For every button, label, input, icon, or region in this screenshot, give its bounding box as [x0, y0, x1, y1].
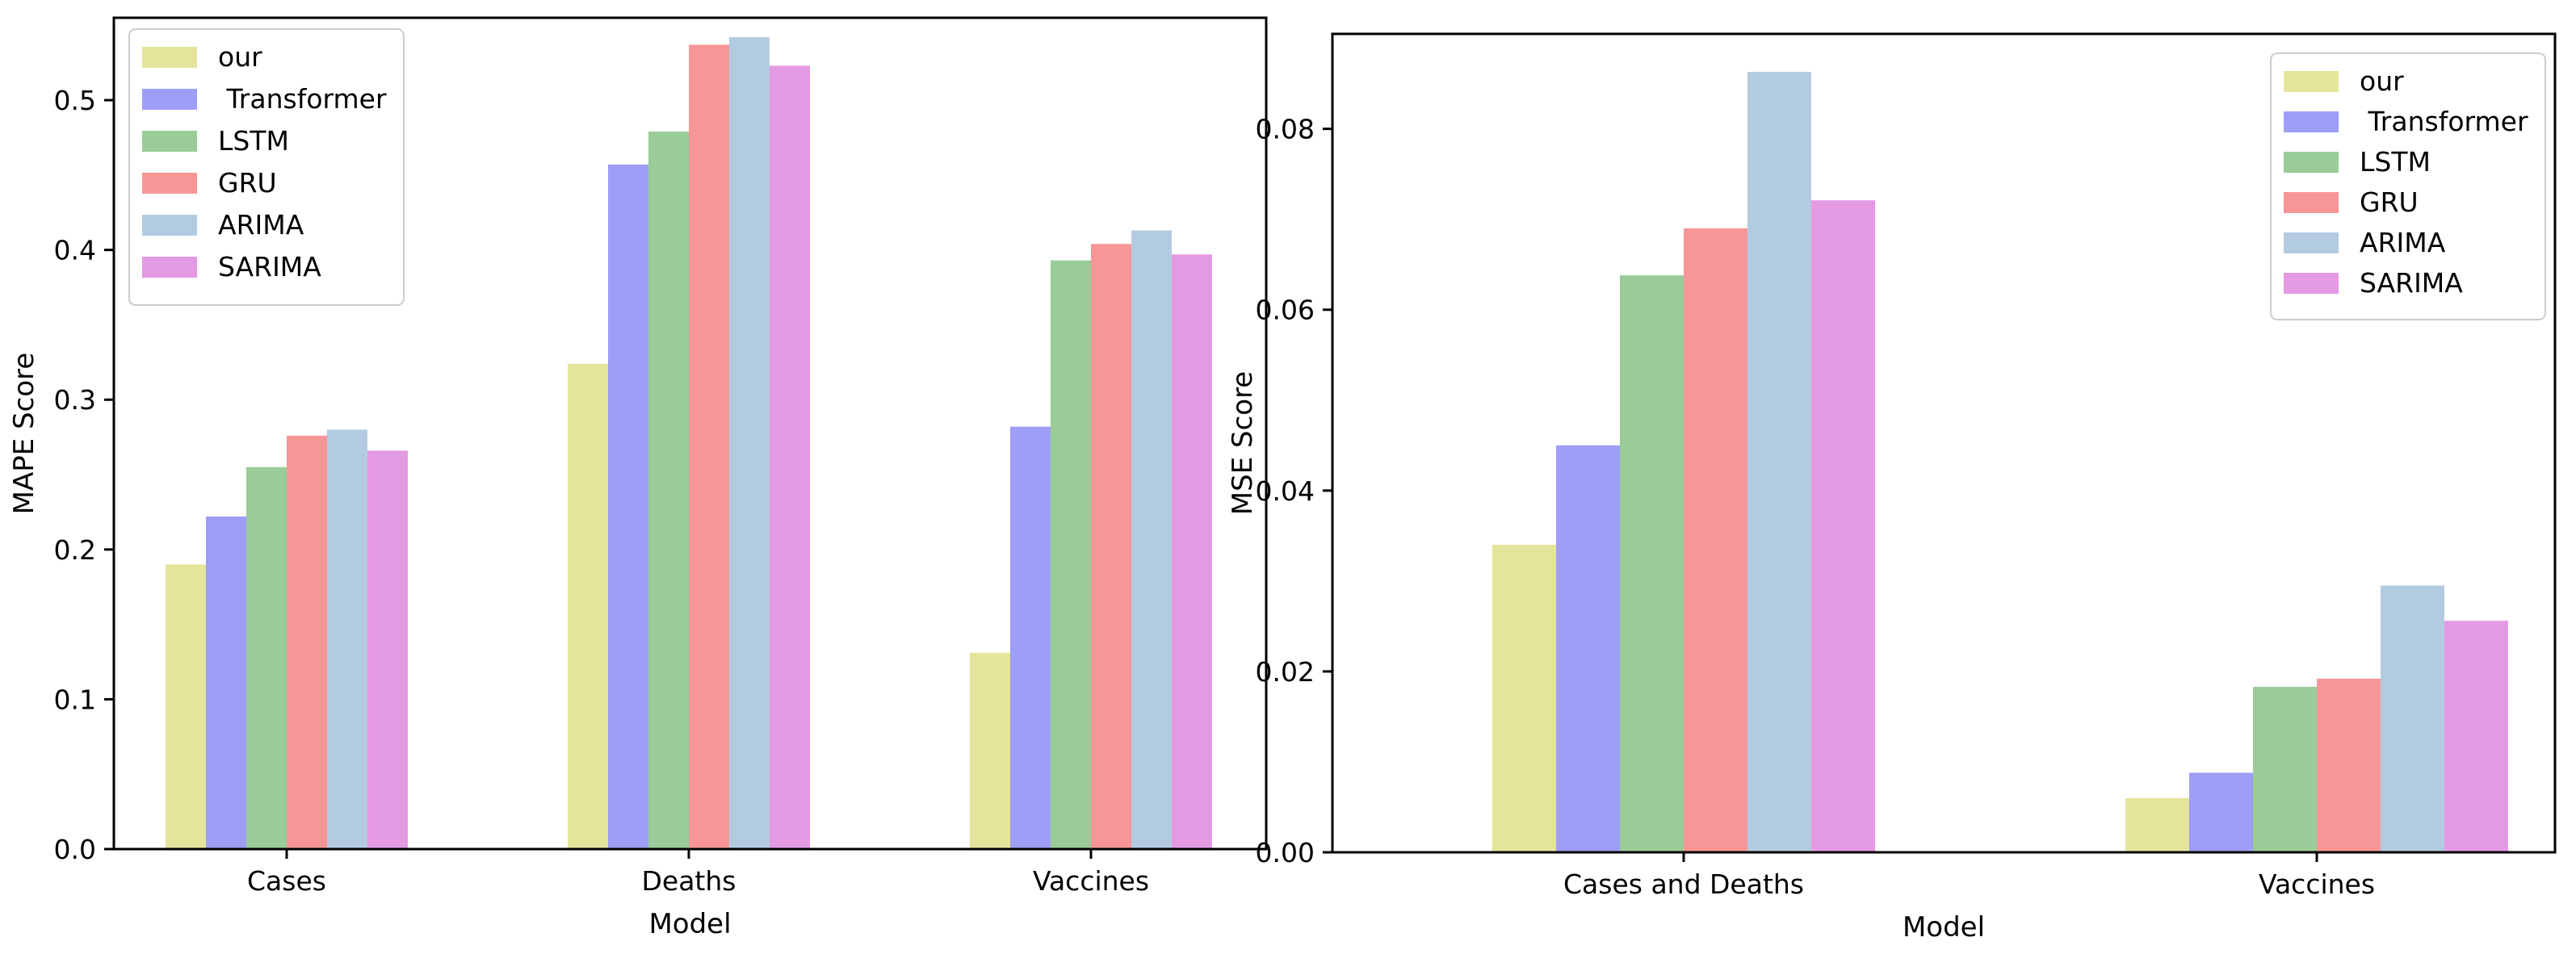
legend-label-arima: ARIMA: [2360, 227, 2446, 258]
y-tick-label: 0.2: [54, 534, 96, 566]
x-tick-label: Vaccines: [1033, 865, 1149, 897]
bar-gru-deaths: [689, 44, 729, 850]
bar-our-deaths: [568, 363, 608, 849]
bar-lstm-deaths: [648, 132, 689, 849]
legend-swatch-transformer: [2284, 111, 2339, 132]
bar-lstm-vaccines: [1051, 260, 1091, 849]
bar-sarima-deaths: [770, 65, 810, 849]
y-tick-label: 0.4: [54, 235, 96, 266]
bar-sarima-vaccines: [2444, 621, 2508, 852]
y-axis-label: MAPE Score: [8, 353, 40, 515]
bar-our-vaccines: [970, 652, 1010, 849]
bar-our-cases: [166, 564, 206, 849]
bar-our-cases-and-deaths: [1492, 545, 1556, 852]
bar-sarima-cases-and-deaths: [1811, 200, 1875, 853]
bar-arima-vaccines: [2381, 585, 2444, 852]
legend-label-lstm: LSTM: [218, 125, 289, 157]
y-tick-label: 0.00: [1256, 837, 1315, 868]
bar-gru-cases-and-deaths: [1684, 228, 1747, 852]
y-tick-label: 0.0: [54, 834, 96, 865]
bar-lstm-cases-and-deaths: [1620, 275, 1684, 852]
bar-transformer-cases-and-deaths: [1556, 445, 1620, 852]
legend-label-sarima: SARIMA: [218, 251, 321, 282]
bar-our-vaccines: [2125, 797, 2189, 852]
legend-swatch-arima: [2284, 232, 2339, 253]
bar-transformer-cases: [206, 517, 246, 849]
bar-arima-cases-and-deaths: [1747, 72, 1811, 852]
y-tick-label: 0.1: [54, 684, 96, 715]
chart-1: 0.0 0.1 0.2 0.3 0.4 0.5 Cases Deaths Vaccines Mod…: [8, 16, 1268, 940]
legend-box: [128, 28, 405, 306]
legend-label-sarima: SARIMA: [2360, 267, 2463, 299]
y-tick-label: 0.04: [1256, 475, 1315, 507]
legend-swatch-gru: [2284, 192, 2339, 213]
bar-transformer-vaccines: [2189, 772, 2253, 852]
bar-arima-cases: [327, 429, 367, 849]
legend: our Transformer LSTM GRU ARIMA SARIMA: [2270, 52, 2546, 320]
bar-gru-vaccines: [2317, 678, 2381, 852]
legend-label-gru: GRU: [2360, 186, 2419, 218]
legend-swatch-lstm: [2284, 152, 2339, 173]
bar-sarima-vaccines: [1172, 254, 1212, 849]
y-tick-label: 0.06: [1256, 295, 1315, 326]
chart-2: 0.00 0.02 0.04 0.06 0.08 Cases and Deaths Vacc…: [1227, 32, 2557, 944]
bar-gru-cases: [287, 435, 327, 849]
bar-sarima-cases: [367, 450, 408, 849]
x-tick-label: Vaccines: [2259, 868, 2375, 900]
legend-label-transformer: Transformer: [218, 83, 387, 115]
legend-swatch-our: [142, 47, 197, 68]
bar-arima-deaths: [729, 37, 770, 850]
bar-gru-vaccines: [1091, 244, 1131, 849]
x-axis-label: Model: [648, 908, 731, 940]
legend-swatch-transformer: [142, 89, 197, 110]
bar-arima-vaccines: [1131, 230, 1172, 850]
x-tick-label: Cases: [247, 865, 326, 897]
legend-swatch-gru: [142, 173, 197, 194]
y-tick-label: 0.3: [54, 384, 96, 416]
legend-box: [2270, 52, 2546, 320]
legend-swatch-sarima: [142, 257, 197, 278]
legend-swatch-our: [2284, 71, 2339, 92]
legend-swatch-sarima: [2284, 273, 2339, 294]
y-tick-label: 0.08: [1256, 114, 1315, 145]
y-tick-label: 0.02: [1256, 656, 1315, 688]
bar-transformer-vaccines: [1010, 426, 1051, 849]
legend-swatch-arima: [142, 215, 197, 236]
legend-label-gru: GRU: [218, 167, 277, 199]
bar-lstm-cases: [246, 467, 287, 849]
y-axis-label: MSE Score: [1227, 371, 1259, 515]
x-tick-label: Cases and Deaths: [1563, 868, 1804, 900]
x-axis-label: Model: [1903, 911, 1985, 944]
y-tick-label: 0.5: [54, 85, 96, 116]
legend-label-arima: ARIMA: [218, 209, 304, 241]
legend-swatch-lstm: [142, 131, 197, 152]
plot-frame: [1331, 32, 2557, 854]
x-tick-label: Deaths: [642, 865, 736, 897]
legend: our Transformer LSTM GRU ARIMA SARIMA: [128, 28, 405, 306]
legend-label-transformer: Transformer: [2360, 106, 2528, 137]
legend-label-lstm: LSTM: [2360, 146, 2431, 178]
legend-label-our: our: [218, 41, 262, 73]
bar-lstm-vaccines: [2253, 686, 2317, 852]
bar-transformer-deaths: [608, 164, 648, 849]
legend-label-our: our: [2360, 65, 2404, 97]
